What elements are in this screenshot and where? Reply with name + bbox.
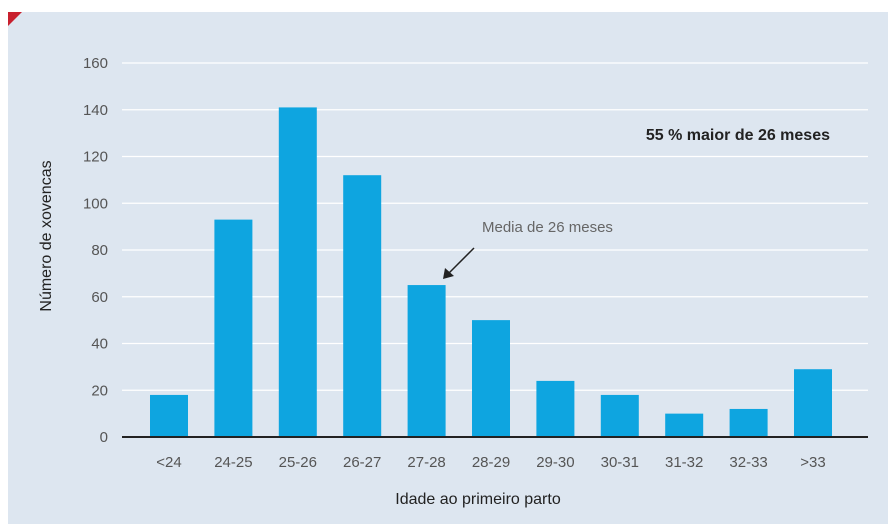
x-tick-label: 29-30 — [536, 454, 574, 471]
x-tick-label: 32-33 — [729, 454, 767, 471]
bar — [794, 369, 832, 437]
chart-panel — [8, 12, 888, 524]
x-tick-label: 26-27 — [343, 454, 381, 471]
y-tick-label: 120 — [83, 149, 108, 166]
bar — [536, 380, 575, 437]
y-tick-label: 40 — [91, 336, 108, 353]
y-tick-label: 20 — [91, 382, 108, 399]
x-tick-label: 25-26 — [279, 454, 317, 471]
bar — [665, 413, 704, 437]
x-tick-label: 24-25 — [214, 454, 252, 471]
bar — [407, 285, 446, 437]
y-axis-title: Número de xovencas — [38, 160, 55, 311]
x-axis-title: Idade ao primeiro parto — [395, 491, 561, 508]
mean-annotation: Media de 26 meses — [482, 219, 613, 236]
bars — [150, 107, 832, 437]
y-tick-label: 0 — [100, 429, 108, 446]
y-tick-label: 80 — [91, 242, 108, 259]
y-axis-ticks: 0 20 40 60 80 100 120 140 160 — [83, 55, 108, 446]
x-tick-label: 30-31 — [601, 454, 639, 471]
x-tick-label: 28-29 — [472, 454, 510, 471]
summary-annotation: 55 % maior de 26 meses — [646, 127, 830, 144]
y-tick-label: 100 — [83, 195, 108, 212]
bar — [729, 408, 768, 437]
y-tick-label: 60 — [91, 289, 108, 306]
mean-arrow-head — [443, 268, 454, 279]
corner-accent — [8, 12, 22, 26]
mean-arrow-line — [447, 247, 475, 275]
y-tick-label: 160 — [83, 55, 108, 72]
x-tick-label: 27-28 — [407, 454, 445, 471]
bar — [278, 107, 317, 437]
bar — [343, 175, 382, 437]
bar — [150, 394, 188, 437]
x-tick-label: <24 — [156, 454, 181, 471]
bar — [600, 394, 639, 437]
bar — [214, 219, 253, 437]
bar — [472, 320, 510, 437]
x-tick-label: 31-32 — [665, 454, 703, 471]
x-tick-label: >33 — [800, 454, 825, 471]
x-axis-ticks: <24 24-25 25-26 26-27 27-28 28-29 29-30 30-31 31… — [156, 454, 825, 471]
y-tick-label: 140 — [83, 102, 108, 119]
